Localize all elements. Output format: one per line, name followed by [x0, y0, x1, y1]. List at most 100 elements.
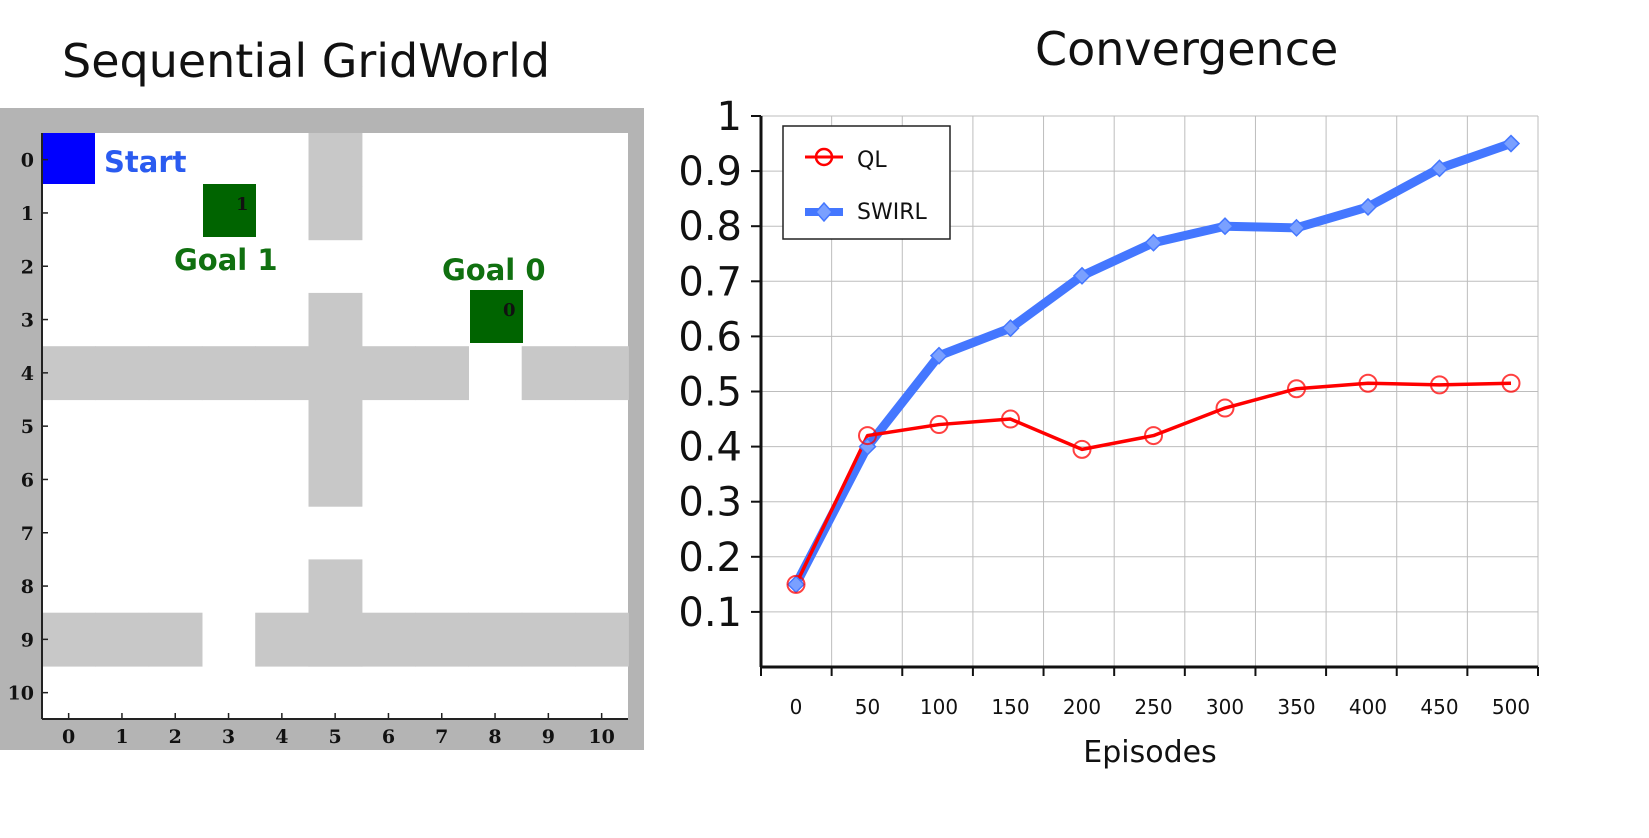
ql-point	[858, 426, 877, 446]
gridworld-x-tick-label: 4	[275, 726, 288, 748]
wall-cell	[95, 612, 150, 667]
wall-cell	[521, 612, 576, 667]
gridworld-y-tick-label: 1	[21, 203, 34, 225]
ql-point	[1215, 398, 1235, 418]
legend-swirl-marker	[814, 201, 834, 223]
gridworld-y-tick-label: 9	[21, 629, 34, 651]
ql-point	[1430, 375, 1449, 395]
wall-cell	[255, 346, 310, 401]
wall-cell	[415, 612, 469, 667]
goal-1-label: Goal 1	[174, 243, 278, 277]
y-tick-label: 0.6	[678, 314, 742, 360]
gridworld-x-tick-label: 9	[542, 726, 555, 748]
x-tick-label: 350	[1277, 695, 1315, 719]
ql-point	[786, 574, 806, 594]
y-tick-label: 0.9	[678, 149, 742, 195]
wall-cell	[255, 612, 310, 667]
goal-0-cell	[470, 290, 523, 343]
wall-cell	[308, 133, 363, 187]
x-tick-label: 400	[1349, 695, 1387, 719]
gridworld-y-tick-label: 4	[21, 363, 34, 385]
ql-point	[1358, 373, 1378, 393]
gridworld-y-tick-label: 10	[8, 683, 34, 705]
gridworld-y-tick-label: 6	[21, 469, 34, 491]
y-tick-label: 0.8	[678, 204, 742, 250]
gridworld-y-tick-label: 7	[21, 523, 34, 545]
wall-cell	[468, 612, 523, 667]
ql-point	[1001, 409, 1020, 429]
gridworld-y-tick-label: 5	[21, 416, 34, 438]
chart-series	[786, 134, 1521, 594]
ql-point	[1144, 426, 1163, 446]
gridworld-x-tick-label: 6	[382, 726, 395, 748]
x-tick-label: 300	[1206, 695, 1244, 719]
gridworld-x-tick-label: 10	[588, 726, 614, 748]
y-tick-label: 0.4	[678, 425, 742, 471]
ql-point	[1072, 439, 1092, 459]
y-tick-label: 0.1	[678, 590, 742, 636]
ql-point	[1287, 379, 1306, 399]
chart-axes: 0 50 100 150 200 250 300 350 400 450 500 0.1 0.2 0.3 0…	[678, 94, 1539, 719]
x-tick-label: 50	[855, 695, 880, 719]
goal-0-label: Goal 0	[442, 253, 546, 287]
x-axis-label: Episodes	[1083, 735, 1216, 770]
y-tick-label: 1	[717, 94, 742, 140]
x-tick-label: 250	[1134, 695, 1172, 719]
swirl-point	[1430, 159, 1449, 178]
start-cell	[42, 133, 95, 184]
wall-cell	[42, 346, 96, 401]
ql-point	[929, 415, 949, 435]
gridworld-x-tick-label: 3	[222, 726, 235, 748]
chart-legend: QL SWIRL	[782, 125, 951, 240]
wall-cell	[95, 346, 150, 401]
gridworld-x-tick-label: 7	[435, 726, 448, 748]
wall-cell	[361, 612, 416, 667]
x-tick-label: 500	[1492, 695, 1530, 719]
wall-cell	[308, 186, 363, 241]
gridworld-y-tick-label: 0	[21, 150, 34, 172]
wall-cell	[148, 346, 203, 401]
swirl-point	[929, 346, 949, 365]
gridworld-figure: 1 0 Start Goal 1 Goal 0 0 1 2 3 4 5 6 7 8 9 10 0 1 2 3…	[0, 108, 644, 750]
gridworld-title: Sequential GridWorld	[62, 34, 551, 88]
x-tick-label: 100	[920, 695, 958, 719]
ql-series-line	[794, 381, 1512, 586]
wall-cell	[308, 612, 363, 667]
goal-1-cell-text: 1	[236, 194, 249, 215]
swirl-point	[1072, 266, 1092, 285]
gridworld-walls	[42, 133, 629, 667]
legend-ql-marker	[814, 147, 834, 167]
gridworld-x-tick-label: 2	[169, 726, 182, 748]
wall-cell	[521, 346, 576, 401]
x-tick-label: 0	[790, 695, 803, 719]
y-tick-label: 0.7	[678, 259, 742, 305]
gridworld-x-tick-label: 1	[115, 726, 128, 748]
gridworld-x-tick-label: 8	[488, 726, 501, 748]
wall-cell	[201, 346, 256, 401]
wall-cell	[575, 612, 629, 667]
x-tick-label: 200	[1063, 695, 1101, 719]
chart-gridlines	[760, 115, 1539, 667]
x-tick-label: 150	[991, 695, 1029, 719]
gridworld-y-tick-label: 3	[21, 310, 34, 332]
swirl-point	[1287, 218, 1306, 237]
y-tick-label: 0.2	[678, 535, 742, 581]
legend-ql-label: QL	[857, 148, 887, 173]
swirl-point	[1215, 217, 1235, 236]
wall-cell	[361, 346, 416, 401]
ql-point	[1501, 373, 1521, 393]
legend-swirl-label: SWIRL	[857, 200, 927, 225]
y-tick-label: 0.3	[678, 480, 742, 526]
x-tick-label: 450	[1420, 695, 1458, 719]
wall-cell	[308, 399, 363, 454]
goal-1-cell	[203, 184, 256, 237]
swirl-point	[1144, 233, 1163, 252]
wall-cell	[308, 559, 363, 614]
swirl-point	[1358, 197, 1378, 216]
legend-box	[782, 125, 951, 240]
gridworld-x-tick-label: 5	[329, 726, 342, 748]
swirl-point	[1001, 319, 1020, 338]
wall-cell	[575, 346, 629, 401]
